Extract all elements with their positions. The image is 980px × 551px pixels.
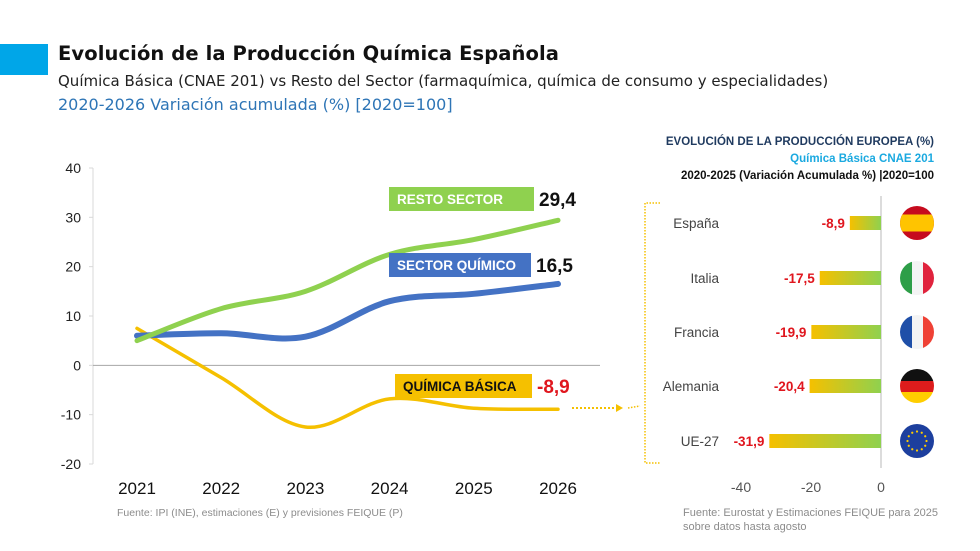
series-line-sector-quimico — [134, 280, 561, 342]
eu-star-icon — [920, 431, 923, 434]
y-tick-label: 30 — [65, 209, 81, 225]
europe-bracket — [627, 202, 660, 464]
bar-category-label: UE-27 — [681, 434, 719, 449]
bar-x-tick-label: -40 — [731, 479, 751, 495]
series-label-sector-quimico: SECTOR QUÍMICO — [397, 258, 516, 273]
eu-star-icon — [907, 435, 910, 438]
europe-chart-subtitle: Química Básica CNAE 201 — [790, 153, 934, 165]
bar-value-label: -20,4 — [774, 379, 805, 394]
europe-chart-title: EVOLUCIÓN DE LA PRODUCCIÓN EUROPEA (%) — [665, 136, 934, 148]
page-subtitle-period: 2020-2026 Variación acumulada (%) [2020=… — [58, 95, 453, 114]
series-label-box-quimica-basica — [395, 374, 532, 398]
y-tick-label: 20 — [65, 259, 81, 275]
eu-star-icon — [906, 439, 909, 443]
x-tick-label: 2023 — [286, 479, 324, 498]
line-chart-source: Fuente: IPI (INE), estimaciones (E) y pr… — [117, 507, 403, 519]
y-tick-label: 40 — [65, 160, 81, 176]
bar-value-label: -8,9 — [822, 216, 845, 231]
eu-star-icon — [915, 430, 919, 433]
bar-category-label: Italia — [690, 271, 719, 286]
bar-chart-source: Fuente: Eurostat y Estimaciones FEIQUE p… — [683, 507, 938, 533]
bar-category-label: España — [673, 216, 719, 231]
europe-bar-chart: -8,9 España -17,5 Italia -19,9 Francia -20,4 Al… — [663, 196, 934, 495]
y-tick-label: 10 — [65, 308, 81, 324]
page-subtitle: Química Básica (CNAE 201) vs Resto del S… — [58, 72, 829, 90]
europe-chart-period: 2020-2025 (Variación Acumulada %) |2020=… — [680, 170, 934, 182]
bar-category-label: Francia — [674, 325, 720, 340]
eu-star-icon — [911, 431, 914, 434]
bar-italia — [819, 271, 881, 285]
eu-star-icon — [920, 448, 923, 451]
x-tick-label: 2021 — [118, 479, 156, 498]
x-tick-label: 2022 — [202, 479, 240, 498]
eu-star-icon — [915, 449, 919, 452]
bar-value-label: -17,5 — [784, 271, 815, 286]
bar-españa — [849, 216, 881, 230]
series-end-value-sector-quimico: 16,5 — [536, 256, 573, 277]
eu-flag-icon — [900, 424, 934, 458]
series-label-resto-sector: RESTO SECTOR — [397, 192, 503, 207]
bar-alemania — [809, 379, 881, 393]
bar-x-tick-label: -20 — [801, 479, 821, 495]
x-tick-label: 2025 — [455, 479, 493, 498]
spain-flag-icon — [900, 206, 934, 240]
line-chart: 40 30 20 10 0 -10 -20 2021 2022 2023 2024 2025 2026 R… — [61, 160, 660, 498]
bar-ue-27 — [769, 434, 881, 448]
series-line-resto-sector — [134, 217, 561, 344]
eu-star-icon — [907, 444, 910, 447]
y-tick-label: -20 — [61, 456, 81, 472]
series-label-quimica-basica: QUÍMICA BÁSICA — [403, 379, 517, 394]
bar-value-label: -19,9 — [776, 325, 807, 340]
germany-flag-icon — [900, 369, 934, 403]
eu-star-icon — [911, 448, 914, 451]
x-tick-label: 2024 — [371, 479, 409, 498]
italy-flag-icon — [900, 261, 934, 295]
series-label-box-sector-quimico — [389, 253, 531, 277]
bar-x-tick-label: 0 — [877, 479, 885, 495]
eu-star-icon — [924, 444, 927, 447]
y-tick-label: 0 — [73, 357, 81, 373]
series-end-value-quimica-basica: -8,9 — [537, 377, 570, 398]
series-label-box-resto-sector — [389, 187, 534, 211]
x-tick-label: 2026 — [539, 479, 577, 498]
eu-star-icon — [924, 435, 927, 438]
bar-francia — [811, 325, 881, 339]
bar-value-label: -31,9 — [734, 434, 765, 449]
bar-category-label: Alemania — [663, 379, 720, 394]
accent-block — [0, 44, 48, 75]
page-title: Evolución de la Producción Química Españ… — [58, 42, 560, 65]
france-flag-icon — [900, 315, 934, 349]
y-tick-label: -10 — [61, 407, 81, 423]
series-line-quimica-basica — [135, 326, 560, 429]
connector-arrowhead-icon — [616, 404, 623, 412]
eu-star-icon — [925, 439, 928, 443]
series-end-value-resto-sector: 29,4 — [539, 190, 576, 211]
